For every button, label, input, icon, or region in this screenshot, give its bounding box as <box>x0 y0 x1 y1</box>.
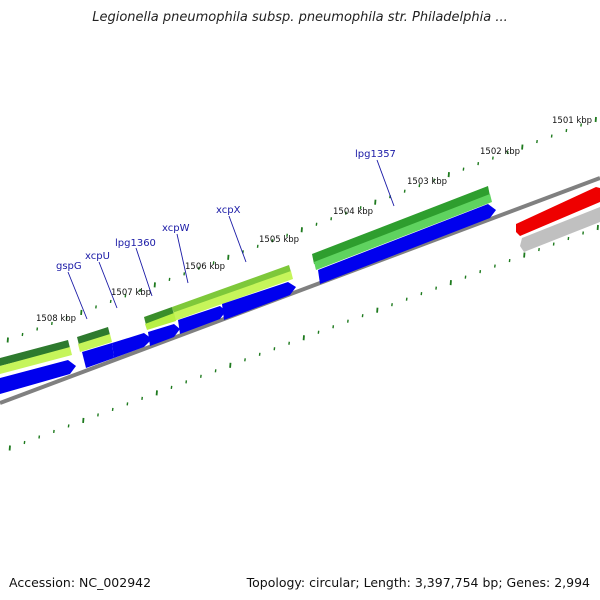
feature-lime-xcpX[interactable] <box>172 265 291 314</box>
accession-label: Accession: NC_002942 <box>9 575 152 590</box>
feature-green-lpg1357[interactable] <box>312 186 490 264</box>
gene-label-lpg1360[interactable]: lpg1360 <box>115 238 156 249</box>
feature-green-xcpU[interactable] <box>77 327 110 345</box>
feature-green-lpg1357-light <box>314 194 492 270</box>
feature-green-gspG[interactable] <box>0 340 70 366</box>
inner-tick-row <box>8 224 599 451</box>
feature-lime-xcpW-light <box>145 313 176 330</box>
kbp-label-1506: 1506 kbp <box>185 262 225 272</box>
genome-backbone <box>0 176 600 405</box>
genome-summary: Topology: circular; Length: 3,397,754 bp… <box>246 575 590 590</box>
feature-red[interactable] <box>516 187 600 236</box>
cds-arrow-gspG[interactable] <box>82 343 114 368</box>
cds-arrow-xcpU[interactable] <box>112 333 152 358</box>
kbp-label-1502: 1502 kbp <box>480 147 520 157</box>
map-title: Legionella pneumophila subsp. pneumophil… <box>92 10 508 25</box>
feature-lime-gspG-light <box>0 347 72 374</box>
gene-label-lpg1357[interactable]: lpg1357 <box>355 149 396 160</box>
kbp-label-1508: 1508 kbp <box>36 314 76 324</box>
feature-lime-xcpU-light <box>78 334 112 352</box>
kbp-label-1501: 1501 kbp <box>552 116 592 126</box>
gene-label-xcpW[interactable]: xcpW <box>162 223 190 234</box>
gene-label-xcpU[interactable]: xcpU <box>85 251 110 262</box>
kbp-label-1507: 1507 kbp <box>111 288 151 298</box>
label-leaders <box>67 159 395 320</box>
cds-arrow-lpg1360[interactable] <box>148 324 180 346</box>
cds-arrow-left[interactable] <box>0 360 76 394</box>
cds-arrow-xcpW[interactable] <box>178 306 226 334</box>
kbp-label-1503: 1503 kbp <box>407 177 447 187</box>
gene-label-xcpX[interactable]: xcpX <box>216 205 241 216</box>
gene-label-gspG[interactable]: gspG <box>56 261 82 272</box>
cds-arrow-xcpX[interactable] <box>222 282 296 320</box>
feature-lime-xcpX-light <box>172 271 293 321</box>
cds-arrow-lpg1357[interactable] <box>318 204 496 284</box>
cds-ring <box>0 204 496 394</box>
feature-lime-xcpW[interactable] <box>144 307 174 325</box>
kbp-label-1505: 1505 kbp <box>259 235 299 245</box>
feature-grey[interactable] <box>520 207 600 252</box>
outer-tick-row <box>6 116 597 343</box>
feature-ring <box>0 186 600 374</box>
kbp-label-1504: 1504 kbp <box>333 207 373 217</box>
